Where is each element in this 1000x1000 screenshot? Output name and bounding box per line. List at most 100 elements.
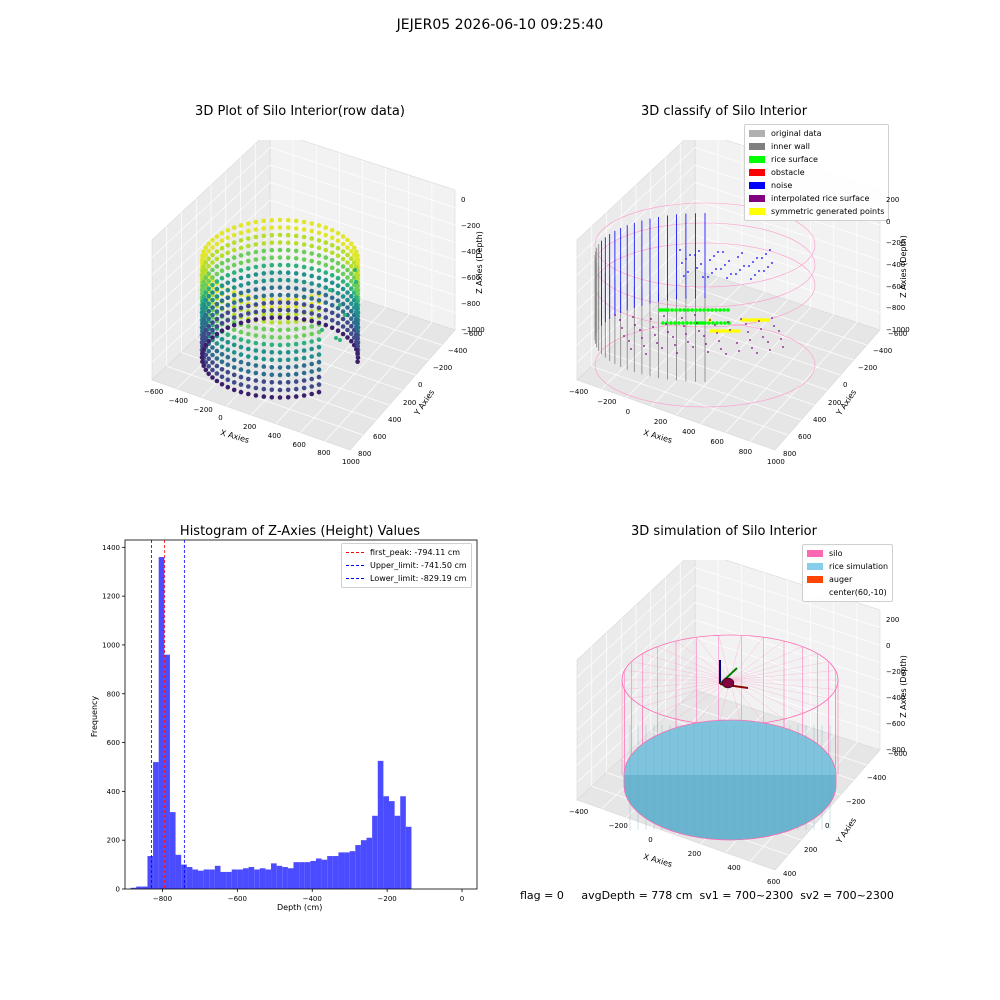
- interpolated-point: [628, 340, 630, 342]
- raw-point: [200, 351, 205, 356]
- raw-point: [210, 260, 215, 265]
- raw-point: [231, 292, 237, 298]
- noise-point: [681, 262, 683, 264]
- raw-point: [316, 275, 322, 281]
- histogram-bar: [287, 868, 294, 889]
- raw-point: [355, 261, 360, 266]
- legend-swatch: [749, 195, 765, 202]
- silo-spoke: [729, 653, 818, 681]
- histogram-bar: [271, 863, 277, 889]
- classify-plot-title: 3D classify of Silo Interior: [640, 104, 808, 119]
- simulation-y-tick: 0: [825, 822, 830, 830]
- raw-point: [225, 273, 231, 278]
- histogram-bar: [383, 796, 389, 889]
- raw-point: [301, 279, 307, 285]
- raw-point: [231, 342, 237, 348]
- raw-point: [293, 386, 299, 392]
- raw-point: [253, 249, 259, 255]
- raw-x-tick: −600: [144, 388, 164, 396]
- raw-point: [246, 236, 251, 241]
- raw-point: [246, 318, 251, 324]
- histogram-bar: [265, 869, 272, 889]
- raw-point: [349, 263, 354, 269]
- raw-point: [277, 327, 283, 333]
- histogram-bar: [394, 815, 401, 889]
- histogram-bar: [198, 870, 204, 889]
- noise-point: [700, 263, 702, 265]
- raw-point: [309, 318, 314, 324]
- noise-point: [735, 273, 737, 275]
- noise-point: [679, 249, 681, 251]
- raw-point: [231, 335, 237, 340]
- noise-point: [765, 253, 767, 255]
- raw-point: [231, 240, 237, 245]
- raw-point: [285, 342, 291, 348]
- raw-point: [203, 260, 209, 265]
- histogram-bar: [141, 886, 148, 889]
- raw-point: [210, 305, 215, 310]
- raw-point: [320, 328, 324, 332]
- y-tick-label: 1000: [102, 641, 120, 649]
- raw-point: [238, 367, 244, 372]
- raw-point: [323, 262, 329, 268]
- raw-point: [338, 338, 342, 342]
- legend-swatch: [807, 589, 823, 596]
- raw-point: [231, 380, 237, 385]
- raw-point: [301, 219, 307, 225]
- raw-point: [316, 382, 322, 387]
- simulation-legend: silo rice simulation auger center(60,-10): [802, 544, 894, 602]
- histogram-chart[interactable]: −800 −600 −400 −200 0 0 200 400 600 800 1000 1200 14…: [80, 530, 500, 920]
- histogram-title: Histogram of Z-Axies (Height) Values: [179, 524, 421, 539]
- raw-point: [323, 247, 329, 253]
- rice-surface-point: [682, 308, 686, 312]
- raw-point: [269, 255, 275, 260]
- raw-point: [349, 286, 354, 291]
- histogram-bar: [214, 865, 221, 889]
- interpolated-point: [614, 314, 616, 316]
- simulation-y-tick: −400: [867, 774, 887, 782]
- raw-point: [231, 387, 237, 393]
- raw-point: [277, 365, 283, 370]
- raw-point: [316, 329, 322, 335]
- raw-point: [203, 305, 209, 310]
- raw-point: [345, 282, 350, 288]
- raw-point: [269, 270, 275, 275]
- raw-point: [225, 235, 231, 241]
- legend-entry: rice simulation: [807, 560, 888, 573]
- raw-point: [309, 221, 314, 226]
- rice-surface-point: [718, 308, 722, 312]
- raw-point: [246, 273, 251, 279]
- raw-point: [285, 240, 291, 245]
- raw-point: [206, 271, 211, 276]
- noise-point: [756, 257, 758, 259]
- simulation-3d-plot[interactable]: [565, 560, 915, 880]
- raw-point: [201, 286, 206, 292]
- raw-point: [214, 286, 220, 292]
- histogram-bar: [304, 862, 311, 889]
- raw-point: [206, 331, 211, 336]
- raw-point: [355, 313, 360, 319]
- raw-point: [203, 290, 209, 295]
- rice-surface-point: [701, 321, 705, 325]
- interpolated-point: [729, 329, 731, 331]
- raw-point: [285, 395, 291, 400]
- raw-3d-plot[interactable]: [140, 140, 490, 460]
- raw-point: [214, 356, 220, 361]
- legend-label: center(60,-10): [829, 588, 887, 597]
- noise-point: [720, 268, 722, 270]
- noise-point: [702, 276, 704, 278]
- raw-z-tick: −200: [461, 222, 481, 230]
- grid-line: [275, 307, 386, 424]
- interpolated-point: [621, 327, 623, 329]
- histogram-bar: [136, 886, 142, 889]
- raw-point: [219, 260, 225, 266]
- rice-surface-point: [673, 321, 677, 325]
- raw-point: [210, 297, 215, 303]
- raw-point: [214, 249, 220, 254]
- raw-point: [253, 272, 259, 277]
- raw-point: [293, 371, 299, 377]
- grid-line: [576, 619, 881, 731]
- legend-label: Lower_limit: -829.19 cm: [370, 574, 467, 583]
- raw-point: [269, 395, 275, 400]
- legend-swatch: [749, 130, 765, 137]
